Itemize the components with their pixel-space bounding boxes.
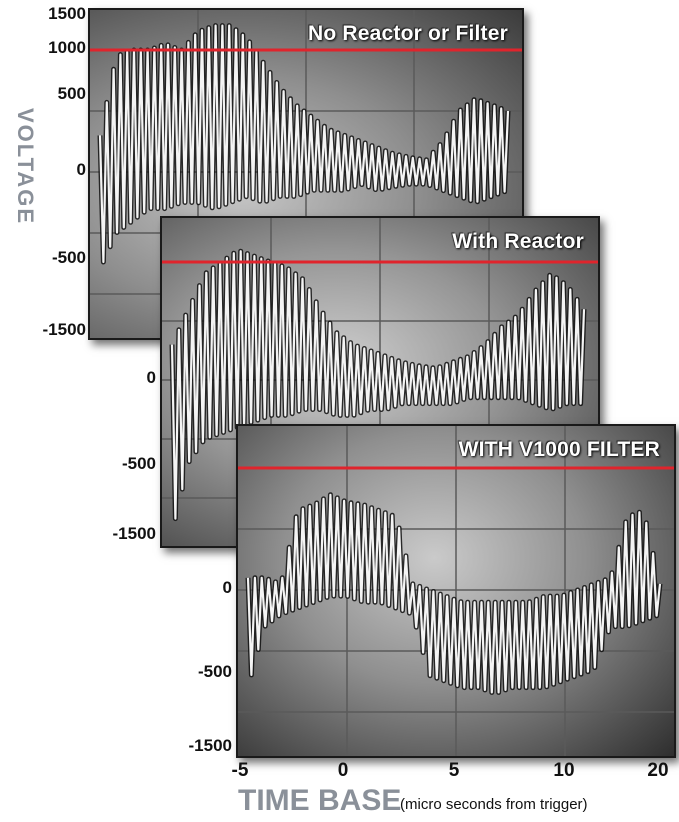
panel-with-filter: WITH V1000 FILTER	[236, 424, 676, 758]
panel-with-filter-plot	[238, 426, 674, 756]
x-tick-label: 20	[647, 760, 669, 781]
y-tick-label: -500	[197, 662, 232, 681]
waveform-trace	[246, 493, 662, 694]
x-tick-label: 0	[337, 760, 349, 781]
y-tick-label: 0	[146, 368, 156, 387]
x-tick-label: -5	[231, 760, 249, 781]
panel-title: With Reactor	[452, 230, 584, 253]
x-axis-unit-note: (micro seconds from trigger)	[400, 796, 588, 813]
y-tick-label: 500	[57, 84, 86, 103]
x-axis-label: TIME BASE	[238, 784, 402, 817]
y-tick-label: -1500	[42, 320, 86, 339]
y-tick-label: 1500	[48, 4, 86, 23]
panel-title: WITH V1000 FILTER	[458, 438, 660, 461]
y-tick-label: 0	[222, 578, 232, 597]
panel-title: No Reactor or Filter	[307, 22, 508, 45]
y-tick-label: -1500	[112, 524, 156, 543]
y-axis-label: VOLTAGE	[13, 108, 38, 226]
x-tick-label: 10	[553, 760, 575, 781]
y-tick-label: -500	[51, 248, 86, 267]
waveform-trace	[170, 250, 586, 520]
y-tick-label: -500	[121, 454, 156, 473]
waveform-trace	[98, 24, 510, 264]
y-tick-label: 0	[76, 160, 86, 179]
y-tick-label: 1000	[48, 38, 86, 57]
x-tick-label: 5	[448, 760, 460, 781]
y-tick-label: -1500	[188, 736, 232, 755]
